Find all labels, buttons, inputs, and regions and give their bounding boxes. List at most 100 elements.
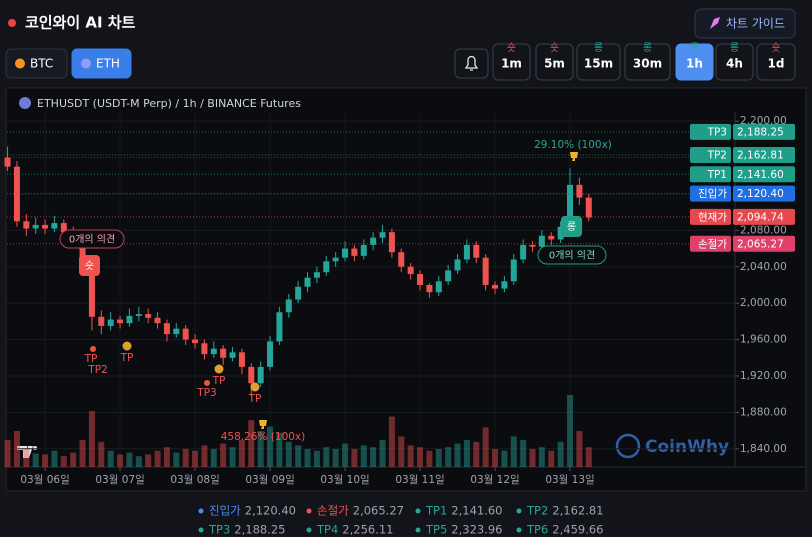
legend-value: 2,065.27	[353, 504, 404, 518]
candle-body	[135, 314, 142, 316]
timeframe-button[interactable]: 숏 1d	[756, 42, 796, 81]
volume-bar	[557, 441, 564, 467]
volume-bar	[417, 447, 424, 467]
volume-bar	[285, 441, 292, 467]
volume-bar	[248, 420, 255, 467]
volume-bar	[510, 436, 517, 467]
volume-bar	[454, 443, 461, 467]
volume-bar	[192, 450, 199, 467]
coin-icon	[15, 58, 25, 69]
candle-body	[173, 328, 180, 335]
timeframe-button-bg	[756, 43, 796, 81]
volume-bar	[445, 447, 452, 467]
y-tick-label: 1,960.00	[740, 334, 787, 346]
bell-button[interactable]	[454, 48, 489, 79]
volume-bar	[229, 447, 236, 467]
trophy-icon	[570, 152, 578, 161]
volume-bar	[520, 440, 527, 467]
short-marker: 숏	[85, 260, 94, 272]
price-tag-name-bg	[690, 208, 731, 225]
timeframe-button-bg	[535, 43, 574, 81]
tp-mark: TP2	[87, 364, 107, 376]
price-tag-name-bg	[690, 123, 731, 140]
timeframe-button[interactable]: 롱 15m	[576, 42, 621, 81]
x-tick-label: 03월 12일	[470, 473, 519, 486]
volume-bar	[332, 449, 339, 467]
candle-body	[276, 312, 283, 342]
watermark-icon	[615, 433, 641, 459]
volume-bar	[257, 431, 264, 467]
price-tag-name: TP1	[707, 169, 727, 181]
legend-name: TP2	[526, 504, 548, 518]
x-tick-label: 03월 08일	[170, 473, 219, 486]
volume-bar	[42, 454, 49, 467]
price-tag-name-bg	[690, 166, 731, 183]
timeframe-signal: 롱	[690, 42, 699, 54]
tp-dot	[204, 380, 210, 386]
eth-icon	[19, 97, 31, 109]
volume-bar	[163, 447, 170, 467]
candle-body	[257, 366, 264, 384]
volume-bar	[51, 450, 58, 467]
gain-label: 29.10% (100x)	[534, 139, 612, 151]
coin-button[interactable]: BTC	[5, 48, 68, 79]
volume-bar	[220, 443, 227, 467]
price-tag-value-bg	[733, 235, 795, 252]
legend-value: 2,120.40	[245, 504, 296, 518]
price-tag-value: 2,120.40	[737, 188, 784, 200]
candle-body	[435, 281, 442, 293]
timeframe-label: 5m	[544, 57, 565, 71]
coin-button-bg	[5, 48, 68, 79]
legend-name: TP3	[208, 523, 230, 537]
candle-body	[201, 343, 208, 355]
timeframe-signal: 롱	[730, 42, 739, 54]
price-tag-name-bg	[690, 146, 731, 163]
money-bag-icon	[214, 364, 224, 374]
bell-button-bg	[454, 48, 489, 79]
volume-bar	[126, 452, 133, 467]
legend-name: TP6	[526, 523, 548, 537]
candle-body	[238, 352, 245, 367]
timeframe-button[interactable]: 숏 1m	[492, 42, 531, 81]
coin-button[interactable]: ETH	[71, 48, 132, 79]
candle-body	[145, 314, 152, 318]
volume-bar	[107, 450, 114, 467]
volume-bar	[88, 411, 95, 467]
guide-button-bg	[694, 8, 796, 39]
y-tick-label: 2,000.00	[740, 297, 787, 309]
volume-bar	[473, 441, 480, 467]
candle-body	[4, 157, 11, 167]
timeframe-button-bg	[675, 43, 714, 81]
page-title: 코인와이 AI 차트	[25, 14, 136, 32]
comment-text: 0개의 의견	[549, 250, 595, 262]
legend-value: 2,162.81	[552, 504, 603, 518]
timeframe-button[interactable]: 롱 30m	[624, 42, 671, 81]
timeframe-button-bg	[576, 43, 621, 81]
timeframe-signal: 롱	[643, 42, 652, 54]
price-tag-value: 2,065.27	[737, 238, 784, 250]
timeframe-button[interactable]: 롱 1h	[675, 42, 714, 81]
volume-bar	[154, 450, 161, 467]
volume-bar	[463, 440, 470, 467]
price-tag-value: 2,141.60	[737, 169, 784, 181]
x-tick-label: 03월 07일	[95, 473, 144, 486]
guide-button[interactable]: 차트 가이드	[694, 8, 796, 39]
candle-body	[501, 281, 508, 289]
candle-body	[60, 223, 67, 233]
timeframe-button[interactable]: 숏 5m	[535, 42, 574, 81]
volume-bar	[182, 449, 189, 467]
candle-body	[98, 316, 105, 326]
tp-mark: TP	[248, 393, 262, 405]
timeframe-button[interactable]: 롱 4h	[715, 42, 754, 81]
candle-body	[192, 339, 199, 344]
candle-body	[351, 248, 358, 256]
watermark-text: CoinWhy	[645, 437, 729, 457]
volume-bar	[426, 450, 433, 467]
price-tag-name: 진입가	[698, 187, 727, 200]
legend-dot	[306, 527, 312, 533]
volume-bar	[135, 456, 142, 467]
chart-panel	[5, 87, 807, 492]
candle-body	[510, 259, 517, 282]
legend-value: 2,323.96	[451, 523, 502, 537]
volume-bar	[370, 447, 377, 467]
